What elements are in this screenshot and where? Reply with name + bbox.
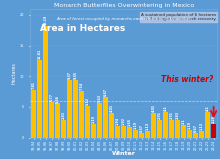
Text: 0.67: 0.67 [194,124,198,132]
Bar [37,60,42,138]
Bar [211,124,216,138]
Bar [50,102,54,138]
Text: 5.77: 5.77 [50,93,54,101]
Bar [133,130,138,138]
Text: 4.1: 4.1 [164,106,168,111]
Bar [103,97,108,138]
Text: 2.28: 2.28 [212,115,216,123]
Bar [97,103,102,138]
Text: 2.19: 2.19 [92,115,96,123]
Text: 2.91: 2.91 [158,111,162,119]
Text: 1.94: 1.94 [116,117,120,125]
Text: 5.12: 5.12 [86,97,90,105]
Bar [73,80,78,138]
Text: 1.19: 1.19 [134,121,138,129]
Text: 9.37: 9.37 [68,71,72,79]
Text: 2.83: 2.83 [62,111,66,119]
Bar [43,26,48,138]
Text: 2.1: 2.1 [182,118,186,124]
Y-axis label: Hectares: Hectares [12,62,16,84]
Bar [145,131,150,138]
Bar [55,104,60,138]
Bar [205,112,210,138]
Text: This winter?: This winter? [161,75,213,84]
Bar [139,133,144,138]
Text: 7.81: 7.81 [32,81,36,89]
Text: 0.67: 0.67 [140,124,144,132]
Bar [127,127,132,138]
Bar [61,120,66,138]
Bar [157,120,162,138]
Text: 4.01: 4.01 [110,104,114,112]
Text: 18.19: 18.19 [44,15,48,25]
Text: 2.91: 2.91 [170,111,174,119]
Bar [151,113,156,138]
Text: 1.13: 1.13 [200,122,204,130]
Bar [187,130,192,138]
Bar [199,131,204,138]
Bar [121,126,126,138]
Text: 5.56: 5.56 [56,94,60,103]
Text: 4.1: 4.1 [206,106,210,111]
Bar [163,112,168,138]
Bar [175,120,180,138]
Bar [79,91,84,138]
Bar [68,80,72,138]
Title: Monarch Butterflies Overwintering in Mexico: Monarch Butterflies Overwintering in Mex… [53,3,194,8]
Text: 12.61: 12.61 [38,49,42,59]
Bar [92,124,96,138]
Text: 1.65: 1.65 [128,118,132,126]
Text: 4.01: 4.01 [152,104,156,112]
Text: 1.13: 1.13 [146,122,150,130]
Bar [109,113,114,138]
X-axis label: Winter: Winter [112,151,136,156]
Text: 1.19: 1.19 [188,121,192,129]
Text: 6.67: 6.67 [104,88,108,96]
Text: Area of forest occupied by monarchs each winter as of December: Area of forest occupied by monarchs each… [56,17,191,21]
Text: 1.92: 1.92 [122,117,126,125]
Text: A sustained population of 6 hectares
is the target for monarch recovery.: A sustained population of 6 hectares is … [141,13,216,21]
Bar [85,106,90,138]
Text: 7.54: 7.54 [80,82,84,90]
Text: Area in Hectares: Area in Hectares [40,24,125,33]
Text: 2.83: 2.83 [176,111,180,119]
Text: 9.35: 9.35 [74,71,78,79]
Bar [193,133,198,138]
Bar [181,125,186,138]
Bar [169,120,174,138]
Text: 5.63: 5.63 [98,94,102,102]
Bar [31,90,36,138]
Bar [116,126,120,138]
